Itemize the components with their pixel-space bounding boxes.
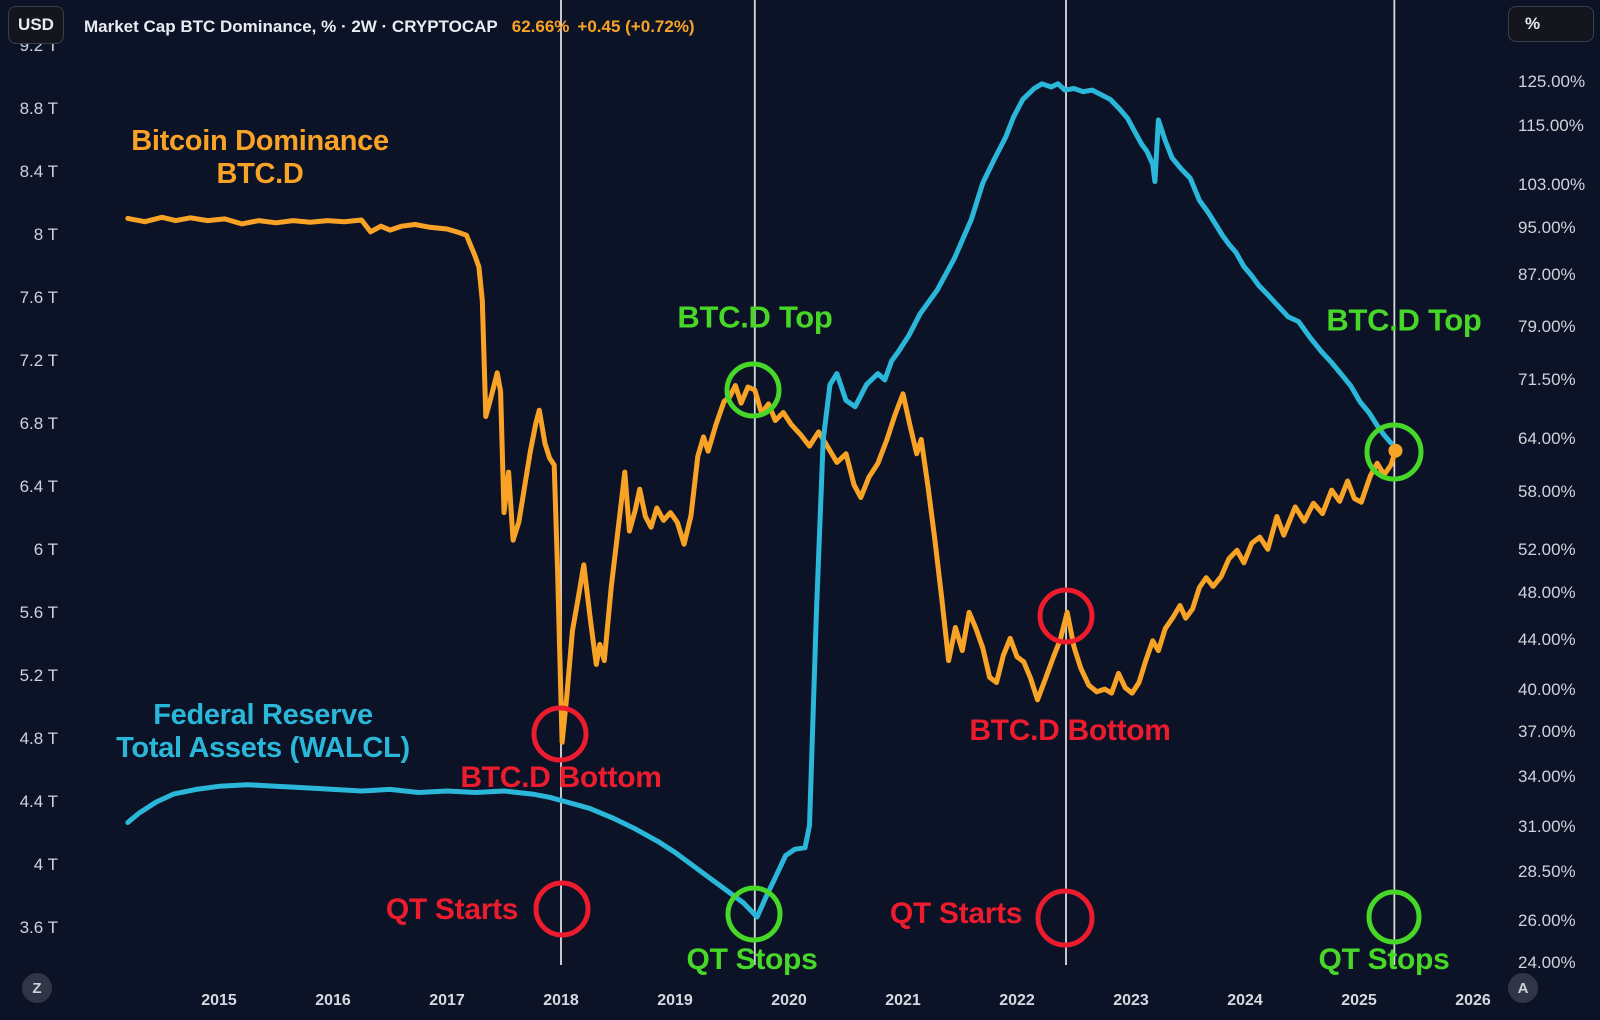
right-axis-tick: 58.00%	[1518, 481, 1576, 501]
chart-header: USD Market Cap BTC Dominance, % · 2W · C…	[0, 0, 1600, 52]
right-axis-tick: 48.00%	[1518, 583, 1576, 603]
qt-starts-label-2022: QT Starts	[889, 897, 1023, 930]
percent-scale-label: %	[1525, 14, 1541, 33]
series-line-cyan[interactable]	[125, 81, 1394, 920]
btcd-top-circle-2019	[724, 361, 782, 419]
qt-starts-label-2018: QT Starts	[385, 893, 519, 926]
right-axis-tick: 37.00%	[1518, 722, 1576, 742]
time-axis-tick: 2019	[657, 992, 693, 1009]
walcl-series-label: Federal Reserve Total Assets (WALCL)	[116, 699, 410, 764]
qt-stops-label-2025: QT Stops	[1318, 943, 1450, 976]
left-axis-tick: 8 T	[33, 225, 58, 244]
right-axis-tick: 31.00%	[1518, 816, 1576, 836]
time-axis-tick: 2021	[885, 992, 921, 1009]
qt-stops-circle-2019	[725, 885, 783, 943]
left-axis-tick: 7.2 T	[19, 351, 58, 370]
left-axis-tick: 6.4 T	[19, 477, 58, 496]
zoom-tool-button[interactable]: Z	[22, 973, 52, 1003]
qt-starts-circle-2022	[1035, 888, 1095, 948]
right-axis-tick: 40.00%	[1518, 680, 1576, 700]
right-axis-tick: 87.00%	[1518, 265, 1576, 285]
btcd-bottom-label-2018: BTC.D Bottom	[460, 761, 662, 794]
left-axis-tick: 8.8 T	[19, 99, 58, 118]
right-axis-tick: 71.50%	[1518, 370, 1576, 390]
left-axis-tick: 5.2 T	[19, 666, 58, 685]
right-axis-tick: 24.00%	[1518, 953, 1576, 973]
left-axis-tick: 8.4 T	[19, 162, 58, 181]
left-axis-tick: 6 T	[33, 540, 58, 559]
right-axis-tick: 103.00%	[1518, 175, 1586, 195]
left-axis-tick: 3.6 T	[19, 918, 58, 937]
zoom-tool-label: Z	[32, 979, 42, 997]
btcd-bottom-circle-2018	[531, 705, 589, 763]
currency-unit-button[interactable]: USD	[8, 6, 64, 44]
auto-scale-button[interactable]: A	[1508, 973, 1538, 1003]
right-axis-tick: 26.00%	[1518, 910, 1576, 930]
btcd-top-label-2025: BTC.D Top	[1326, 302, 1482, 338]
time-axis-tick: 2024	[1227, 992, 1263, 1009]
btcd-top-label-2019: BTC.D Top	[677, 299, 833, 335]
last-value: 62.66%	[511, 17, 570, 36]
left-axis-tick: 7.6 T	[19, 288, 58, 307]
time-axis-tick: 2015	[201, 992, 237, 1009]
time-axis-tick: 2025	[1341, 992, 1377, 1009]
right-axis-tick: 52.00%	[1518, 540, 1576, 560]
change-value: +0.45 (+0.72%)	[577, 17, 695, 36]
left-axis-tick: 6.8 T	[19, 414, 58, 433]
right-axis-tick: 44.00%	[1518, 629, 1576, 649]
symbol-title[interactable]: Market Cap BTC Dominance, % · 2W · CRYPT…	[84, 17, 498, 36]
auto-scale-label: A	[1517, 979, 1529, 997]
left-axis-tick: 4.8 T	[19, 729, 58, 748]
right-axis-tick: 64.00%	[1518, 429, 1576, 449]
series-line-orange[interactable]	[125, 214, 1398, 745]
series-last-point-dot	[1388, 443, 1403, 458]
right-axis-tick: 28.50%	[1518, 861, 1576, 881]
right-axis-tick: 34.00%	[1518, 767, 1576, 787]
percent-scale-button[interactable]: %	[1508, 6, 1594, 42]
left-axis-tick: 4 T	[33, 855, 58, 874]
btcd-top-circle-2025	[1364, 422, 1424, 482]
time-axis-tick: 2023	[1113, 992, 1149, 1009]
btcd-bottom-circle-2022	[1037, 587, 1095, 645]
right-axis-tick: 125.00%	[1518, 71, 1586, 91]
btcd-series-label: Bitcoin Dominance BTC.D	[131, 125, 389, 190]
time-axis-tick: 2022	[999, 992, 1035, 1009]
time-axis-tick: 2026	[1455, 992, 1491, 1009]
time-axis-tick: 2018	[543, 992, 579, 1009]
time-axis-tick: 2016	[315, 992, 351, 1009]
qt-stops-circle-2025	[1366, 889, 1422, 945]
symbol-title-row: Market Cap BTC Dominance, % · 2W · CRYPT…	[84, 17, 695, 37]
left-axis-tick: 5.6 T	[19, 603, 58, 622]
right-axis-tick: 115.00%	[1518, 116, 1584, 136]
btcd-bottom-label-2022: BTC.D Bottom	[969, 714, 1171, 747]
qt-stops-label-2019: QT Stops	[686, 943, 818, 976]
time-axis-tick: 2017	[429, 992, 465, 1009]
qt-starts-circle-2018	[533, 880, 591, 938]
left-axis-tick: 4.4 T	[19, 792, 58, 811]
right-axis-tick: 95.00%	[1518, 218, 1576, 238]
time-axis-tick: 2020	[771, 992, 807, 1009]
right-axis-tick: 79.00%	[1518, 316, 1576, 336]
currency-unit-label: USD	[18, 15, 54, 34]
